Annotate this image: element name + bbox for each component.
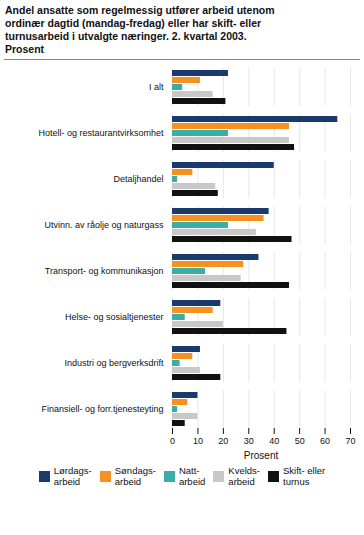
svg-text:50: 50 <box>295 436 305 446</box>
html-text:Natt- arbeid: Natt- arbeid <box>178 465 206 487</box>
svg-text:Finansiell- og forr.tjenesteyt: Finansiell- og forr.tjenesteyting <box>41 404 163 414</box>
svg-text:60: 60 <box>320 436 330 446</box>
html-text:Kvelds- arbeid: Kvelds- arbeid <box>228 465 260 487</box>
html-text:Prosent: Prosent <box>243 450 279 461</box>
svg-text:Industri og bergverksdrift: Industri og bergverksdrift <box>64 358 164 368</box>
svg-text:30: 30 <box>244 436 254 446</box>
svg-text:40: 40 <box>269 436 279 446</box>
svg-text:0: 0 <box>170 436 175 446</box>
html-text:Lørdags- arbeid: Lørdags- arbeid <box>53 465 92 487</box>
svg-text:Helse- og sosialtjenester: Helse- og sosialtjenester <box>65 312 164 322</box>
svg-text:70: 70 <box>345 436 355 446</box>
svg-text:20: 20 <box>218 436 228 446</box>
html-text:Andel ansatte som regelmessig: Andel ansatte som regelmessig utfører ar… <box>5 4 275 55</box>
html-text:Skift- eller turnus: Skift- eller turnus <box>283 465 326 487</box>
svg-text:I alt: I alt <box>149 82 164 92</box>
svg-text:Detaljhandel: Detaljhandel <box>113 174 163 184</box>
svg-text:Transport- og kommunikasjon: Transport- og kommunikasjon <box>45 266 164 276</box>
html-text:Søndags- arbeid: Søndags- arbeid <box>114 465 156 487</box>
svg-text:Utvinn. av råolje og naturgass: Utvinn. av råolje og naturgass <box>44 220 164 230</box>
svg-text:Hotell- og restaurantvirksomhe: Hotell- og restaurantvirksomhet <box>38 128 164 138</box>
svg-text:10: 10 <box>193 436 203 446</box>
